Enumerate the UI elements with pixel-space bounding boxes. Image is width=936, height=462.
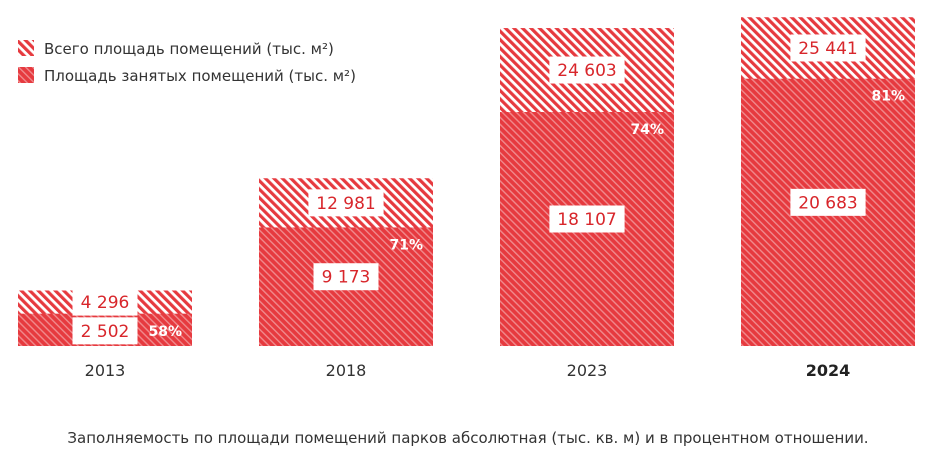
- label-occupied-2018-box: [313, 263, 379, 291]
- x-tick-2018: 2018: [326, 361, 367, 380]
- legend-label-occupied: Площадь занятых помещений (тыс. м²): [44, 67, 356, 85]
- x-tick-2013: 2013: [85, 361, 126, 380]
- label-percent-2018: 71%: [389, 237, 423, 253]
- legend-label-total: Всего площадь помещений (тыс. м²): [44, 40, 334, 58]
- bars-group: 4 296 2 502 58% 2013 12 981 9 173 71% 2018 24 60…: [18, 17, 915, 380]
- label-occupied-2013: 2 502: [81, 322, 130, 342]
- label-occupied-2023: 18 107: [557, 210, 616, 230]
- label-total-2023: 24 603: [557, 61, 616, 81]
- label-occupied-2013-box: [72, 317, 138, 345]
- label-occupied-2018: 9 173: [322, 268, 371, 288]
- label-total-2024: 25 441: [798, 39, 857, 59]
- legend: Всего площадь помещений (тыс. м²) Площад…: [18, 40, 356, 85]
- label-total-2018-box: [308, 189, 384, 217]
- label-total-2018: 12 981: [316, 194, 375, 214]
- label-total-2013: 4 296: [81, 293, 130, 313]
- label-percent-2024: 81%: [871, 89, 905, 105]
- x-tick-2023: 2023: [567, 361, 608, 380]
- label-total-2013-box: [72, 288, 138, 316]
- label-total-2024-box: [790, 34, 866, 62]
- legend-swatch-occupied: [18, 67, 34, 83]
- legend-swatch-total: [18, 40, 34, 56]
- chart-caption: Заполняемость по площади помещений парко…: [67, 429, 868, 447]
- label-percent-2023: 74%: [630, 122, 664, 138]
- label-total-2023-box: [549, 56, 625, 84]
- x-tick-2024: 2024: [806, 361, 851, 380]
- label-occupied-2023-box: [549, 205, 625, 233]
- label-occupied-2024-box: [790, 188, 866, 216]
- label-percent-2013: 58%: [148, 324, 182, 340]
- label-occupied-2024: 20 683: [798, 193, 857, 213]
